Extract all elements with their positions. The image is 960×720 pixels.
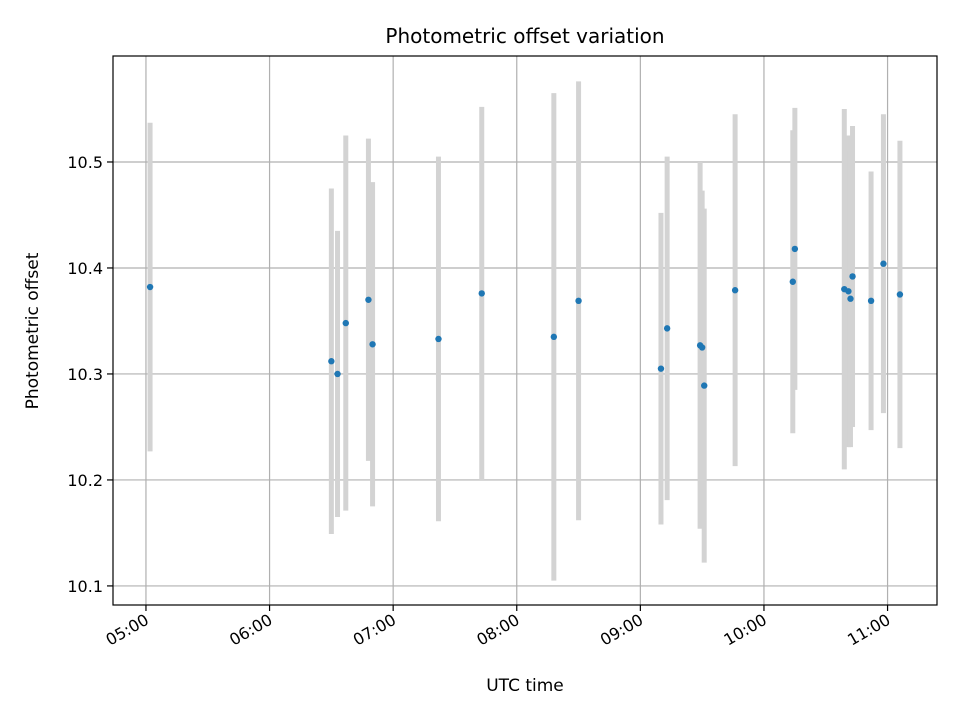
x-tick-label: 05:00 [103, 610, 152, 650]
data-point [731, 287, 739, 294]
chart-title: Photometric offset variation [385, 24, 664, 48]
data-point [867, 297, 875, 305]
data-point [657, 365, 665, 372]
y-tick-label: 10.5 [67, 153, 103, 172]
y-axis-label: Photometric offset [23, 252, 43, 409]
y-axis-ticks: 10.1 10.2 10.3 10.4 10.5 [67, 153, 113, 596]
data-point [880, 260, 887, 267]
x-tick-label: 06:00 [226, 610, 275, 650]
data-point [845, 288, 852, 295]
data-point [701, 382, 708, 389]
data-point [334, 370, 341, 378]
data-point [478, 290, 485, 297]
data-point [847, 295, 854, 302]
y-tick-label: 10.4 [67, 259, 103, 278]
data-point [342, 319, 349, 327]
data-point [365, 296, 372, 303]
y-tick-label: 10.1 [67, 577, 103, 596]
data-point [896, 291, 904, 298]
data-point [146, 283, 154, 291]
y-tick-label: 10.2 [67, 471, 103, 490]
data-points [146, 245, 904, 389]
plot-area-frame [112, 55, 938, 606]
x-tick-label: 09:00 [597, 610, 646, 650]
data-point [328, 358, 335, 365]
data-point [849, 273, 856, 280]
data-point [663, 325, 671, 332]
data-point [575, 297, 582, 305]
x-tick-label: 10:00 [721, 610, 770, 650]
data-point [369, 341, 376, 348]
x-tick-label: 08:00 [473, 610, 522, 650]
grid-lines [113, 56, 937, 605]
y-tick-label: 10.3 [67, 365, 103, 384]
data-point [698, 344, 706, 351]
x-axis-label: UTC time [486, 676, 564, 696]
x-tick-label: 11:00 [844, 610, 893, 650]
x-tick-label: 07:00 [350, 610, 399, 650]
error-bars [147, 81, 903, 581]
data-point [789, 278, 796, 285]
data-point [550, 333, 558, 341]
data-point [791, 245, 799, 253]
x-axis-ticks: 05:00 06:00 07:00 08:00 09:00 10:00 11:00 [103, 605, 894, 650]
data-point [435, 335, 442, 343]
